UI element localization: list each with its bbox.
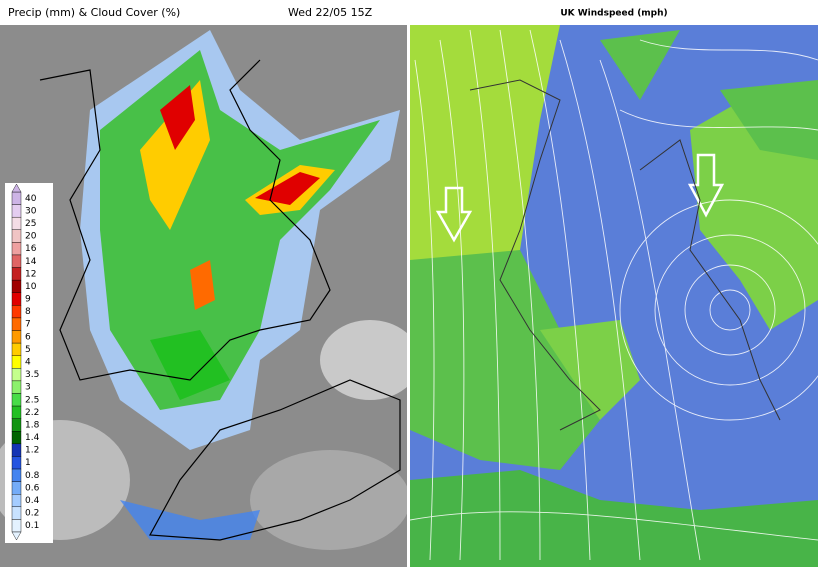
legend-swatch bbox=[11, 380, 22, 394]
legend-swatch bbox=[11, 519, 22, 533]
legend-label: 5 bbox=[25, 345, 31, 355]
legend-label: 2.2 bbox=[25, 408, 39, 418]
legend-label: 1.2 bbox=[25, 446, 39, 456]
legend-swatch bbox=[11, 393, 22, 407]
wind-arrow bbox=[435, 186, 473, 243]
legend-swatch bbox=[11, 355, 22, 369]
legend-label: 14 bbox=[25, 257, 37, 267]
legend-label: 0.6 bbox=[25, 483, 40, 493]
legend-label: 1 bbox=[25, 458, 31, 468]
legend-swatch bbox=[11, 229, 22, 243]
legend-label: 0.4 bbox=[25, 496, 40, 506]
legend-swatch bbox=[11, 242, 22, 256]
wind-map bbox=[410, 25, 818, 567]
legend-label: 30 bbox=[25, 206, 37, 216]
legend-swatch bbox=[11, 431, 22, 445]
legend-label: 6 bbox=[25, 332, 31, 342]
legend-label: 0.2 bbox=[25, 509, 39, 519]
legend-swatch bbox=[11, 267, 22, 281]
legend-cap bbox=[11, 531, 22, 541]
legend-swatch bbox=[11, 481, 22, 495]
timestamp: Wed 22/05 15Z bbox=[288, 6, 373, 19]
legend-swatch bbox=[11, 305, 22, 319]
legend-swatch bbox=[11, 456, 22, 470]
precip-legend: 40 30 25 20 16 14 12 10 9 8 7 6 5 4 3.5 3 2.5 2.2 1.8 1.4 1.… bbox=[5, 183, 53, 543]
legend-label: 8 bbox=[25, 307, 31, 317]
legend-swatch bbox=[11, 279, 22, 293]
legend-swatch bbox=[11, 342, 22, 356]
legend-cap bbox=[11, 183, 22, 193]
legend-label: 20 bbox=[25, 232, 37, 242]
legend-swatch bbox=[11, 506, 22, 520]
legend-label: 2.5 bbox=[25, 395, 39, 405]
legend-swatch bbox=[11, 368, 22, 382]
header-bar bbox=[0, 0, 818, 25]
legend-swatch bbox=[11, 443, 22, 457]
legend-swatch bbox=[11, 405, 22, 419]
legend-swatch bbox=[11, 254, 22, 268]
legend-swatch bbox=[11, 317, 22, 331]
legend-label: 12 bbox=[25, 269, 36, 279]
legend-swatch bbox=[11, 216, 22, 230]
legend-swatch bbox=[11, 330, 22, 344]
legend-label: 3.5 bbox=[25, 370, 39, 380]
legend-swatch bbox=[11, 418, 22, 432]
legend-label: 16 bbox=[25, 244, 37, 254]
legend-label: 1.8 bbox=[25, 420, 40, 430]
legend-label: 10 bbox=[25, 282, 37, 292]
right-title: UK Windspeed (mph) bbox=[560, 9, 667, 19]
precip-map bbox=[0, 25, 407, 567]
legend-swatch bbox=[11, 468, 22, 482]
legend-label: 0.1 bbox=[25, 521, 39, 531]
left-title: Precip (mm) & Cloud Cover (%) bbox=[8, 6, 180, 19]
legend-label: 40 bbox=[25, 194, 37, 204]
legend-swatch bbox=[11, 204, 22, 218]
legend-swatch bbox=[11, 292, 22, 306]
legend-label: 25 bbox=[25, 219, 36, 229]
legend-label: 4 bbox=[25, 358, 31, 368]
wind-arrow bbox=[687, 153, 725, 218]
legend-label: 7 bbox=[25, 320, 31, 330]
legend-swatch bbox=[11, 191, 22, 205]
legend-label: 0.8 bbox=[25, 471, 40, 481]
legend-swatch bbox=[11, 494, 22, 508]
legend-label: 1.4 bbox=[25, 433, 40, 443]
legend-label: 9 bbox=[25, 295, 31, 305]
legend-label: 3 bbox=[25, 383, 31, 393]
